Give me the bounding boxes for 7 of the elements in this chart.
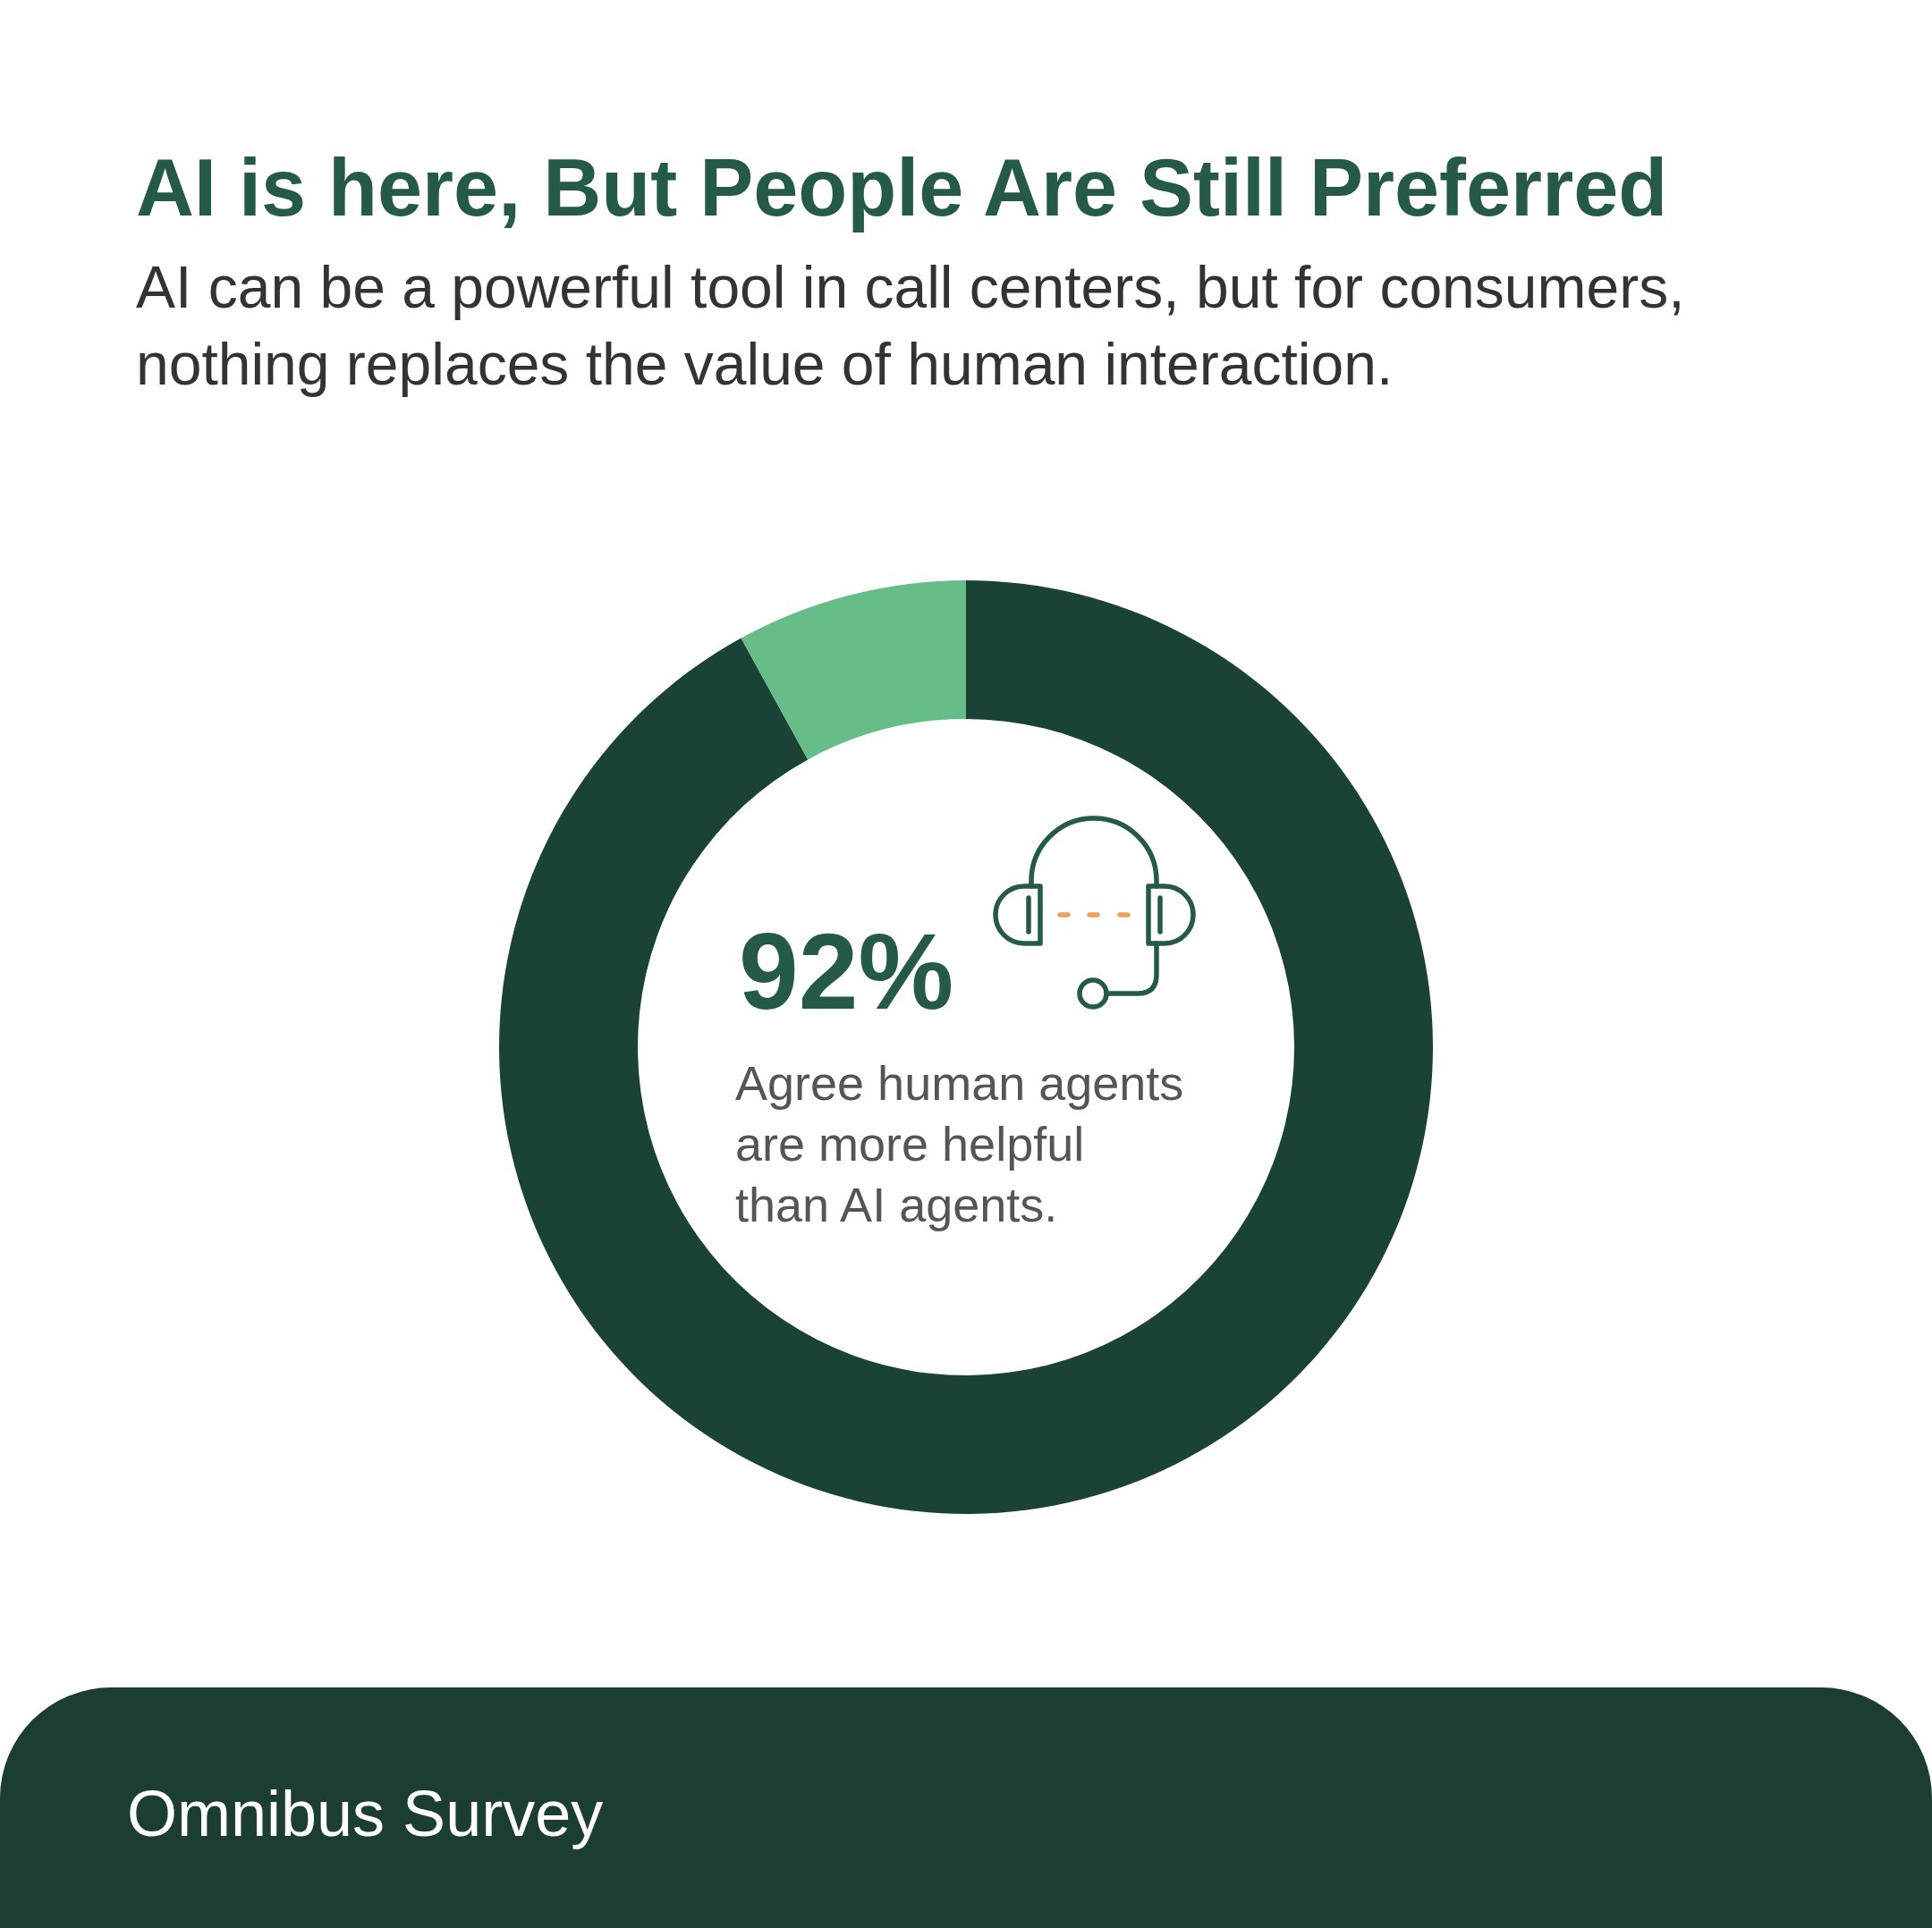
donut-slice bbox=[741, 580, 966, 760]
text: Omnibus Survey bbox=[127, 1778, 604, 1849]
text: 92% bbox=[739, 911, 954, 1031]
text: Agree human agents are more helpful than AI agents. bbox=[735, 1056, 1184, 1231]
donut-slice bbox=[499, 580, 1433, 1514]
chart-title: AI is here, But People Are Still Preferred bbox=[136, 143, 1668, 233]
chart-subtitle: AI can be a powerful tool in call centers, but for consumers, nothing replaces the value of human interaction. bbox=[136, 254, 1685, 397]
